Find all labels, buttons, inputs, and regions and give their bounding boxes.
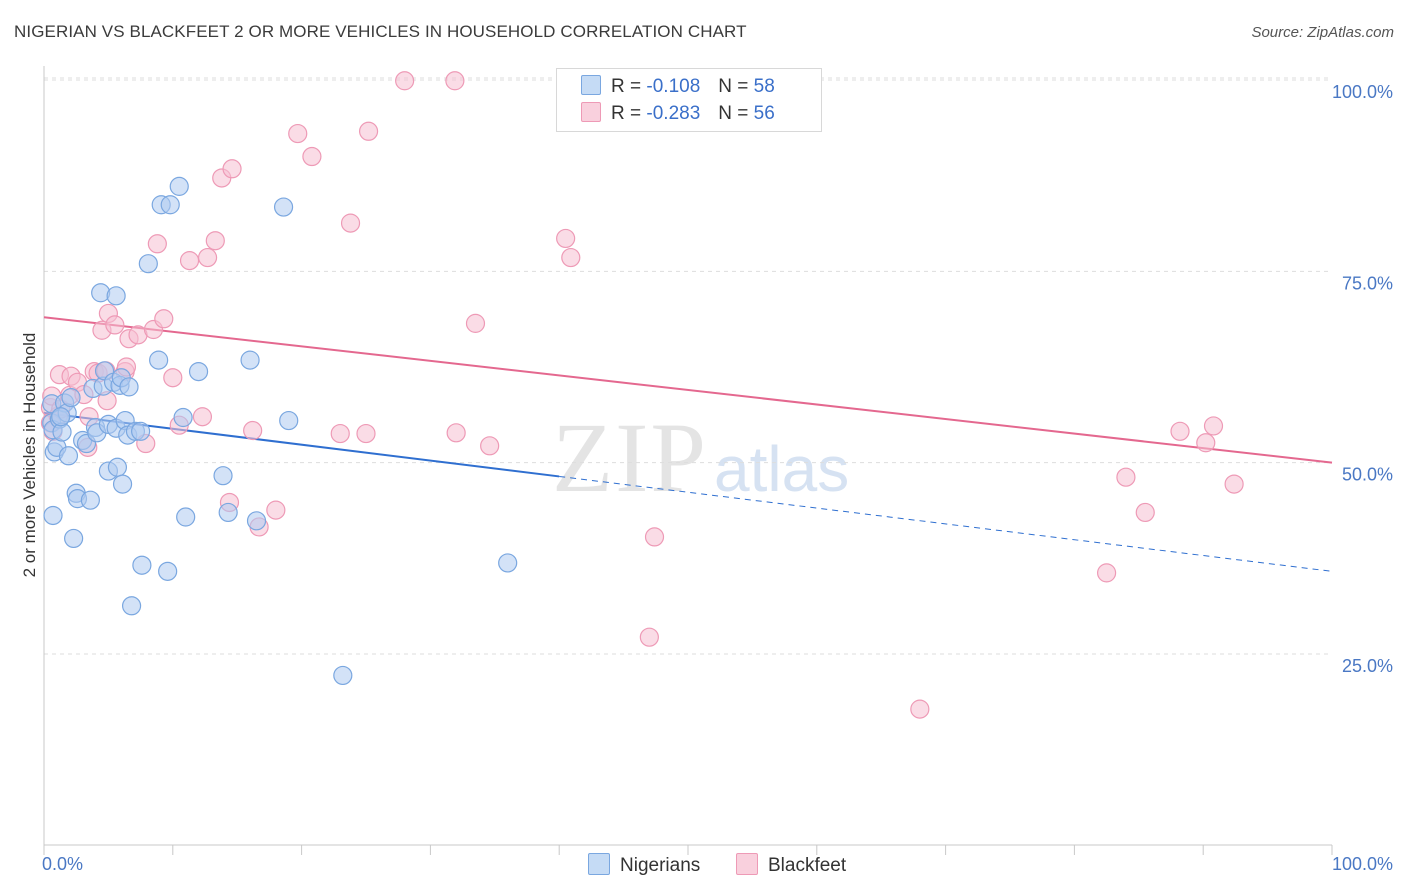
nigerian-point xyxy=(131,421,151,441)
nigerian-point xyxy=(106,286,126,306)
x-tick-label: 0.0% xyxy=(42,854,83,874)
nigerian-point xyxy=(138,254,158,274)
nigerian-point xyxy=(213,466,233,486)
legend-label-nigerians: Nigerians xyxy=(620,855,701,876)
blackfeet-point xyxy=(340,213,361,233)
blackfeet-point xyxy=(446,423,466,443)
nigerian-point xyxy=(43,505,63,526)
blackfeet-point xyxy=(395,71,415,91)
blackfeet-point xyxy=(1096,563,1117,583)
blackfeet-point xyxy=(163,368,183,388)
blackfeet-point xyxy=(1135,502,1155,523)
legend-r-value: -0.283 xyxy=(646,103,701,124)
blackfeet-point xyxy=(356,423,376,444)
blackfeet-point xyxy=(556,228,576,249)
legend-swatch-pink xyxy=(581,102,601,122)
blackfeet-point xyxy=(302,146,322,167)
nigerian-point xyxy=(158,561,178,581)
legend-r-label: R = xyxy=(611,103,642,124)
y-tick-label: 25.0% xyxy=(1342,656,1393,676)
nigerian-point xyxy=(176,507,196,527)
nigerian-point xyxy=(132,555,152,575)
blackfeet-point xyxy=(243,420,263,441)
blackfeet-point xyxy=(1116,467,1136,487)
blackfeet-point xyxy=(105,315,125,335)
nigerian-point xyxy=(160,195,180,215)
blackfeet-point xyxy=(179,251,200,271)
source-label: Source: ZipAtlas.com xyxy=(1251,24,1394,41)
nigerian-point xyxy=(51,407,71,427)
nigerian-point xyxy=(498,553,518,573)
blackfeet-point xyxy=(445,71,465,91)
blackfeet-point xyxy=(266,500,286,520)
legend-n-value: 56 xyxy=(753,103,775,124)
legend-n-value: 58 xyxy=(753,76,775,97)
legend-swatch-blackfeet xyxy=(736,853,758,875)
y-tick-label: 75.0% xyxy=(1342,273,1393,293)
legend-item-nigerians: Nigerians xyxy=(588,853,700,877)
nigerian-point xyxy=(149,350,169,370)
tick-labels: 25.0% 50.0% 75.0% 100.0% 0.0% 100.0% xyxy=(42,82,1393,874)
blackfeet-point xyxy=(330,423,350,444)
nigerian-point xyxy=(107,457,128,477)
legend-swatch-blue xyxy=(581,75,601,95)
nigerian-point xyxy=(121,596,142,616)
legend-n-label: N = xyxy=(718,76,749,97)
nigerian-point xyxy=(112,474,133,494)
blackfeet-point xyxy=(1196,433,1216,453)
blackfeet-point xyxy=(480,436,500,456)
nigerian-trend-extension xyxy=(559,475,1333,572)
blackfeet-point xyxy=(147,234,167,254)
legend-row-blackfeet: R = -0.283 N = 56 xyxy=(581,102,775,126)
blackfeet-point xyxy=(358,121,379,141)
data-points xyxy=(40,71,1244,719)
legend-n-label: N = xyxy=(718,103,749,124)
chart-title: NIGERIAN VS BLACKFEET 2 OR MORE VEHICLES… xyxy=(14,22,747,41)
nigerian-point xyxy=(279,410,299,431)
blackfeet-point xyxy=(1224,474,1244,494)
y-tick-label: 100.0% xyxy=(1332,82,1393,102)
nigerian-point xyxy=(80,490,100,510)
legend-item-blackfeet: Blackfeet xyxy=(736,853,846,877)
y-tick-label: 50.0% xyxy=(1342,465,1393,485)
nigerian-point xyxy=(173,407,193,428)
nigerian-point xyxy=(58,446,79,466)
legend-swatch-nigerians xyxy=(588,853,610,875)
nigerian-point xyxy=(169,176,189,196)
blackfeet-point xyxy=(910,699,930,719)
blackfeet-point xyxy=(561,247,581,268)
nigerian-point xyxy=(119,377,139,397)
blackfeet-point xyxy=(222,159,242,179)
blackfeet-point xyxy=(1170,421,1190,441)
blackfeet-point xyxy=(1203,416,1224,436)
trend-lines xyxy=(43,316,1333,572)
legend-r-value: -0.108 xyxy=(646,76,701,97)
x-tick-label: 100.0% xyxy=(1332,854,1393,874)
axes xyxy=(43,66,1333,855)
correlation-legend: R = -0.108 N = 58 R = -0.283 N = 56 xyxy=(556,68,822,132)
blackfeet-point xyxy=(644,527,665,547)
blackfeet-point xyxy=(192,407,213,427)
legend-r-label: R = xyxy=(611,76,642,97)
nigerian-point xyxy=(333,665,353,686)
blackfeet-point xyxy=(465,313,486,333)
nigerian-point xyxy=(64,528,84,549)
blackfeet-point xyxy=(205,231,225,251)
legend-label-blackfeet: Blackfeet xyxy=(768,855,847,876)
nigerian-point xyxy=(61,388,81,408)
blackfeet-point xyxy=(288,123,308,144)
blackfeet-point xyxy=(197,247,218,268)
nigerian-point xyxy=(188,361,209,382)
legend-row-nigerians: R = -0.108 N = 58 xyxy=(581,75,775,99)
nigerian-point xyxy=(91,283,111,303)
nigerian-point xyxy=(246,511,267,531)
nigerian-point xyxy=(218,502,238,523)
blackfeet-point xyxy=(154,309,174,329)
nigerian-point xyxy=(273,197,294,217)
blackfeet-trend-line xyxy=(43,316,1333,464)
blackfeet-point xyxy=(639,627,659,647)
nigerian-point xyxy=(240,350,260,370)
